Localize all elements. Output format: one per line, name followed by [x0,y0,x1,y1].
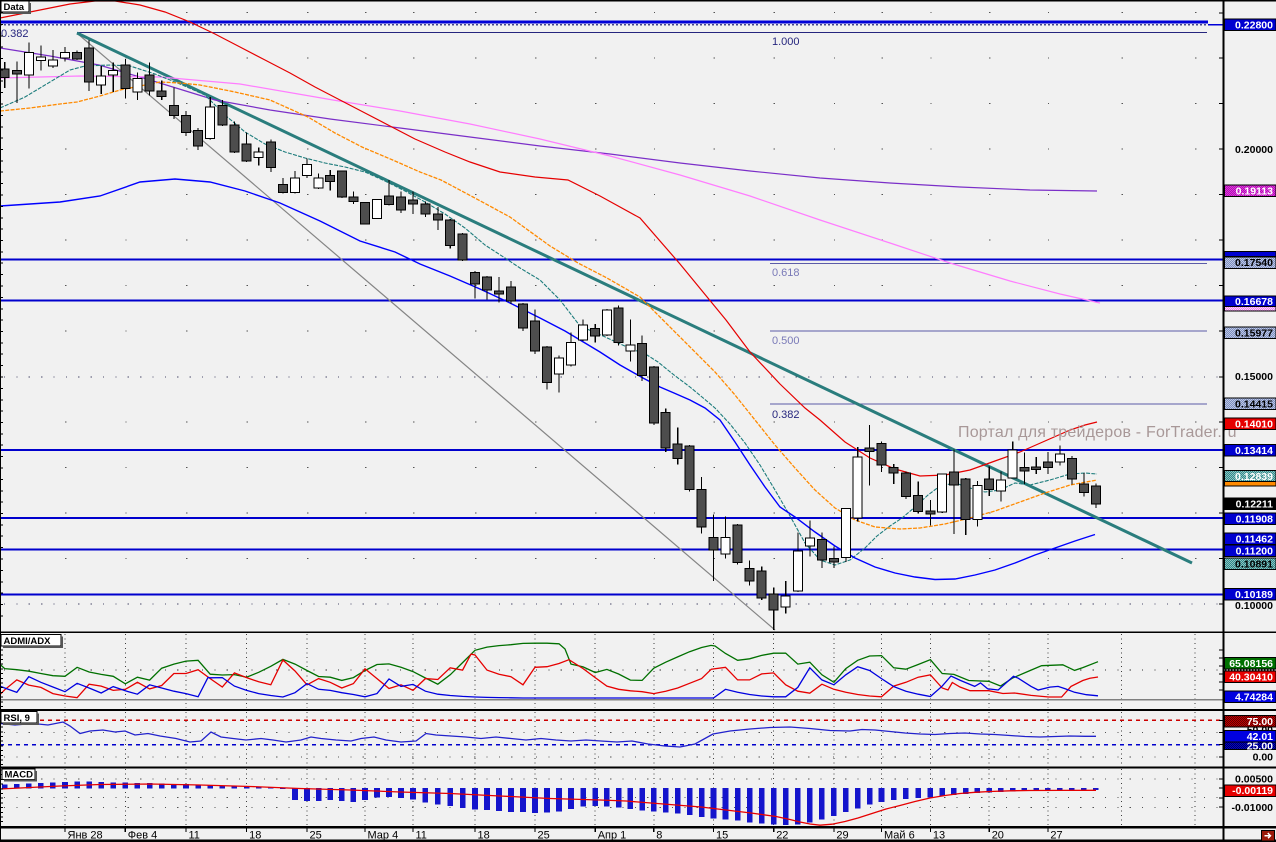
svg-text:25: 25 [538,830,550,842]
svg-text:13: 13 [933,830,945,842]
svg-text:0.382: 0.382 [1,28,29,40]
svg-text:65.08156: 65.08156 [1229,658,1273,670]
svg-text:0.618: 0.618 [772,267,800,279]
svg-text:Фев 4: Фев 4 [128,830,158,842]
svg-text:25.00: 25.00 [1247,741,1273,753]
svg-text:Май 6: Май 6 [884,830,915,842]
svg-text:11: 11 [416,830,427,842]
svg-text:-0.01000: -0.01000 [1232,802,1274,814]
svg-text:42.01: 42.01 [1247,731,1273,743]
svg-text:1.000: 1.000 [772,36,800,48]
svg-text:0.11908: 0.11908 [1236,514,1274,526]
svg-text:0.16678: 0.16678 [1235,296,1273,308]
svg-text:0.13414: 0.13414 [1235,445,1273,457]
svg-text:Data: Data [4,2,25,13]
svg-text:Апр 1: Апр 1 [598,830,627,842]
svg-text:0.15000: 0.15000 [1235,371,1273,383]
svg-text:RSI, 9: RSI, 9 [4,713,30,724]
svg-text:22: 22 [776,830,788,842]
svg-text:0.19113: 0.19113 [1236,186,1274,198]
svg-text:0.500: 0.500 [772,335,800,347]
svg-text:15: 15 [716,830,728,842]
svg-text:0.11200: 0.11200 [1236,545,1274,557]
svg-text:0.17540: 0.17540 [1235,257,1273,269]
svg-text:27: 27 [1050,830,1062,842]
svg-text:0.10000: 0.10000 [1235,600,1273,612]
svg-text:18: 18 [478,830,490,842]
svg-text:0.11462: 0.11462 [1236,533,1274,545]
svg-text:25: 25 [310,830,322,842]
svg-text:Портал для трейдеров - ForTrad: Портал для трейдеров - ForTrader.ru [958,424,1237,441]
svg-text:0.10891: 0.10891 [1235,558,1273,570]
svg-text:0.12839: 0.12839 [1235,471,1273,483]
svg-text:0.12211: 0.12211 [1236,498,1274,510]
svg-text:0.10189: 0.10189 [1235,589,1273,601]
svg-text:11: 11 [189,830,200,842]
svg-text:0.14010: 0.14010 [1235,419,1273,431]
svg-text:20: 20 [992,830,1004,842]
svg-text:0.20000: 0.20000 [1235,144,1273,156]
svg-text:18: 18 [249,830,261,842]
svg-text:Мар 4: Мар 4 [368,830,399,842]
svg-text:ADMI/ADX: ADMI/ADX [4,636,52,647]
svg-text:MACD: MACD [5,769,34,780]
svg-text:29: 29 [836,830,848,842]
svg-text:0.382: 0.382 [772,409,800,421]
svg-text:-0.00119: -0.00119 [1232,785,1273,797]
svg-text:4.74284: 4.74284 [1235,692,1273,704]
svg-text:0.00500: 0.00500 [1235,774,1273,786]
svg-text:0.15977: 0.15977 [1235,328,1273,340]
svg-text:8: 8 [656,830,662,842]
svg-text:Янв 28: Янв 28 [68,830,103,842]
svg-text:40.30410: 40.30410 [1229,672,1273,684]
svg-text:75.00: 75.00 [1247,716,1273,728]
svg-text:0.00: 0.00 [1253,752,1274,764]
svg-text:0.14415: 0.14415 [1235,399,1273,411]
svg-text:0.22800: 0.22800 [1235,19,1273,31]
